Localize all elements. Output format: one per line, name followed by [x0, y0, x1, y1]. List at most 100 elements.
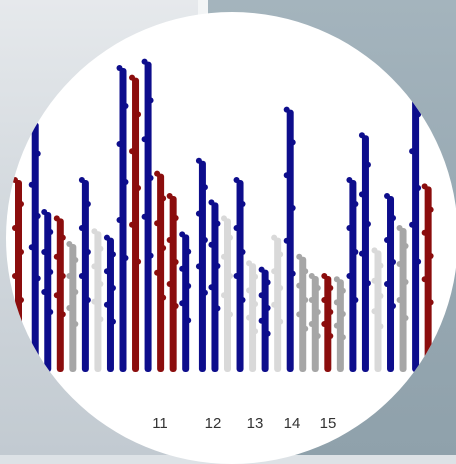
data-point — [195, 157, 202, 164]
data-column — [233, 177, 246, 372]
data-point — [390, 215, 397, 221]
data-point — [314, 309, 321, 315]
data-point — [296, 311, 303, 318]
data-point — [371, 247, 378, 254]
data-point — [208, 241, 215, 248]
data-column — [78, 177, 91, 372]
data-column — [208, 199, 221, 372]
data-point — [41, 249, 48, 255]
data-column — [283, 106, 296, 372]
data-point — [135, 258, 142, 265]
data-point — [185, 317, 192, 324]
data-point — [179, 300, 186, 307]
data-point — [84, 201, 91, 207]
data-point — [277, 285, 284, 291]
data-column — [321, 273, 334, 372]
data-point — [141, 58, 148, 65]
data-point — [264, 279, 271, 286]
data-point — [179, 265, 186, 272]
data-point — [239, 297, 246, 303]
data-point — [233, 225, 240, 231]
data-point — [321, 297, 328, 303]
data-point — [12, 273, 18, 279]
data-point — [371, 277, 378, 284]
data-point — [122, 255, 129, 261]
data-point — [78, 273, 85, 279]
data-point — [384, 237, 391, 243]
data-point — [166, 237, 173, 243]
data-point — [421, 276, 428, 283]
data-point — [308, 273, 315, 279]
data-point — [390, 259, 397, 265]
data-point — [154, 269, 161, 276]
data-point — [53, 253, 60, 260]
data-column — [141, 58, 154, 372]
data-point — [333, 299, 340, 306]
data-point — [97, 281, 104, 287]
data-point — [258, 292, 265, 299]
data-point — [154, 170, 161, 177]
data-point — [18, 297, 24, 303]
data-point — [12, 225, 18, 231]
data-point — [147, 175, 154, 181]
data-point — [421, 183, 428, 190]
data-point — [166, 281, 173, 287]
data-column — [333, 276, 346, 372]
data-point — [258, 317, 265, 324]
data-point — [116, 141, 123, 147]
x-tick-label: 11 — [152, 415, 168, 432]
data-point — [47, 309, 54, 315]
data-point — [377, 293, 384, 299]
data-point — [214, 263, 221, 269]
data-column — [129, 74, 142, 372]
data-point — [346, 273, 353, 279]
data-point — [283, 106, 290, 113]
data-point — [227, 234, 233, 241]
data-point — [214, 220, 221, 227]
data-point — [160, 294, 167, 301]
data-point — [41, 209, 48, 215]
data-point — [34, 275, 41, 282]
data-point — [333, 322, 340, 329]
data-point — [141, 213, 148, 220]
data-point — [415, 111, 422, 118]
data-point — [160, 195, 167, 202]
data-point — [421, 229, 428, 236]
data-point — [208, 284, 215, 291]
x-tick-label: 12 — [205, 415, 222, 432]
data-point — [72, 289, 79, 295]
data-point — [258, 266, 265, 273]
data-point — [427, 206, 434, 213]
data-column — [166, 193, 179, 372]
data-point — [172, 215, 179, 221]
data-point — [91, 298, 98, 305]
data-point — [252, 273, 259, 280]
data-point — [377, 323, 384, 330]
data-column — [346, 177, 359, 372]
x-tick-label: 14 — [284, 415, 301, 432]
data-point — [166, 193, 173, 199]
data-column — [28, 119, 41, 373]
data-point — [227, 311, 233, 318]
data-column — [396, 225, 409, 372]
data-point — [252, 328, 259, 335]
data-point — [78, 177, 85, 183]
data-column — [384, 193, 397, 372]
data-point — [135, 111, 142, 118]
data-point — [201, 237, 208, 243]
data-point — [409, 74, 416, 81]
manhattan-plot: 11 12 13 14 15 — [12, 58, 434, 432]
data-point — [72, 321, 79, 327]
data-point — [116, 65, 123, 71]
x-tick-label: 15 — [320, 415, 337, 432]
data-point — [415, 258, 422, 265]
data-point — [214, 305, 221, 312]
data-point — [302, 268, 309, 275]
data-point — [221, 253, 227, 260]
data-point — [333, 276, 340, 283]
data-column — [91, 228, 104, 372]
magnifier-lens: 11 12 13 14 15 — [6, 12, 456, 464]
data-point — [28, 244, 35, 251]
data-point — [41, 289, 48, 295]
data-column — [154, 170, 167, 372]
